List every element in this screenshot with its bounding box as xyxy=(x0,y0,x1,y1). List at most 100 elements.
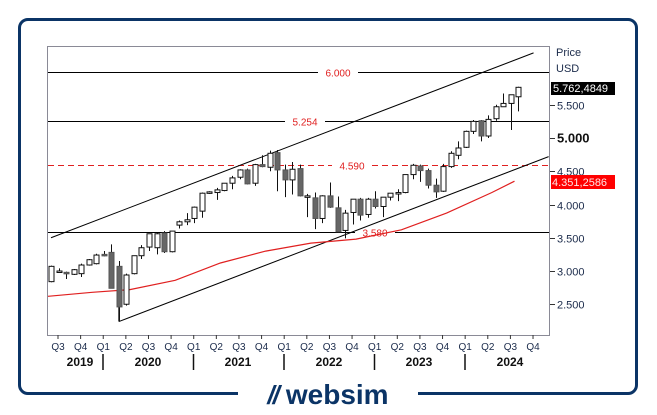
quarter-label: Q3 xyxy=(323,342,337,353)
candle-2020-11 xyxy=(169,230,176,253)
quarter-label: Q3 xyxy=(413,342,427,353)
candle-2021-02 xyxy=(191,206,198,224)
candle-2020-01 xyxy=(93,253,100,265)
candle-2023-06 xyxy=(402,174,409,194)
quarter-label: Q2 xyxy=(481,342,495,353)
candle-2024-08 xyxy=(508,94,515,131)
candle-2021-05 xyxy=(214,187,221,200)
candle-2022-02 xyxy=(282,164,289,198)
year-label: 2022 xyxy=(316,355,343,369)
year-label: 2023 xyxy=(406,355,433,369)
candle-2020-09 xyxy=(154,233,161,255)
quarter-label: Q4 xyxy=(526,342,540,353)
candle-2023-07 xyxy=(410,163,417,180)
candle-2021-10 xyxy=(252,163,259,186)
level-label: 5.254 xyxy=(292,118,317,129)
candle-2020-05 xyxy=(123,273,130,306)
candle-2023-01 xyxy=(365,197,372,218)
candle-2024-09 xyxy=(515,86,522,112)
candle-2019-07 xyxy=(48,265,55,283)
currency-label: USD xyxy=(556,63,579,75)
candle-2023-10 xyxy=(433,178,440,198)
x-axis: Q3 Q4 Q1 Q2 Q3 Q4 Q1 Q2 Q3 Q4 Q1 Q2 Q3 Q4 Q1 Q2 Q3 Q4 Q1 Q2… xyxy=(51,335,540,370)
candle-2022-12 xyxy=(357,197,364,221)
candle-2024-03 xyxy=(470,120,477,135)
candle-2019-10 xyxy=(71,269,78,275)
candle-2020-12 xyxy=(176,220,183,229)
channel-line-lower xyxy=(118,156,549,323)
candle-2020-08 xyxy=(146,233,153,252)
quarter-label: Q4 xyxy=(255,342,269,353)
candle-2020-06 xyxy=(131,255,138,275)
candle-2024-05 xyxy=(485,115,492,138)
candle-2024-02 xyxy=(463,130,470,148)
level-label: 3.580 xyxy=(362,229,387,240)
candle-2022-07 xyxy=(319,195,326,224)
quarter-label: Q3 xyxy=(504,342,518,353)
candle-2022-01 xyxy=(274,149,281,192)
candle-2019-09 xyxy=(63,271,70,279)
quarter-label: Q3 xyxy=(232,342,246,353)
candle-2024-04 xyxy=(478,120,485,142)
candle-2022-08 xyxy=(327,182,334,208)
candle-2019-11 xyxy=(78,263,85,277)
quarter-label: Q2 xyxy=(300,342,314,353)
quarter-label: Q4 xyxy=(436,342,450,353)
candle-2021-12 xyxy=(267,150,274,172)
plot-area xyxy=(47,46,550,336)
quarter-label: Q4 xyxy=(345,342,359,353)
quarter-label: Q1 xyxy=(458,342,472,353)
candle-2021-03 xyxy=(199,192,206,218)
last-price-badge: 5.762,4849 xyxy=(551,82,615,95)
candle-2023-08 xyxy=(417,164,424,182)
candle-2022-11 xyxy=(350,198,357,225)
candle-2021-06 xyxy=(221,182,228,192)
level-line-6-000: 6.000 xyxy=(48,69,549,80)
candle-2019-08 xyxy=(56,268,63,273)
candle-2023-05 xyxy=(395,189,402,202)
year-label: 2020 xyxy=(135,355,162,369)
level-line-4-590: 4.590 xyxy=(48,162,549,173)
candle-2020-10 xyxy=(161,231,168,254)
y-tick-label: 5.500 xyxy=(557,101,585,113)
svg-text:4.351,2586: 4.351,2586 xyxy=(552,177,607,189)
level-line-3-580: 3.580 xyxy=(48,229,549,240)
year-label: 2021 xyxy=(225,355,252,369)
level-label: 6.000 xyxy=(325,69,350,80)
candle-2020-02 xyxy=(101,251,108,257)
year-label: 2019 xyxy=(67,355,94,369)
quarter-label: Q4 xyxy=(164,342,178,353)
ma-value-badge: 4.351,2586 xyxy=(551,175,615,189)
candle-2021-04 xyxy=(206,191,213,194)
y-tick-label: 3.000 xyxy=(557,267,585,279)
quarter-label: Q1 xyxy=(368,342,382,353)
candlesticks xyxy=(48,86,522,322)
candle-2024-01 xyxy=(455,141,462,160)
y-tick-label: 3.500 xyxy=(557,234,585,246)
svg-text:5.762,4849: 5.762,4849 xyxy=(553,83,608,95)
candle-2021-07 xyxy=(229,175,236,190)
candle-2021-11 xyxy=(259,155,266,168)
candle-2021-08 xyxy=(237,169,244,180)
candle-2020-07 xyxy=(138,245,145,260)
candle-2022-10 xyxy=(342,209,349,239)
price-axis-title: Price xyxy=(556,47,581,59)
candle-2023-04 xyxy=(387,192,394,201)
quarter-label: Q1 xyxy=(97,342,111,353)
websim-logo: // websim xyxy=(238,378,418,412)
candle-2023-09 xyxy=(425,168,432,189)
quarter-label: Q1 xyxy=(187,342,201,353)
candle-2024-07 xyxy=(500,93,507,108)
candle-2022-06 xyxy=(312,192,319,230)
quarter-label: Q2 xyxy=(210,342,224,353)
quarter-label: Q2 xyxy=(119,342,133,353)
candle-2022-09 xyxy=(335,196,342,233)
y-tick-label: 2.500 xyxy=(557,300,585,312)
candle-2021-09 xyxy=(244,168,251,185)
websim-logo-mark-icon: // xyxy=(267,379,280,410)
candle-2020-04 xyxy=(116,261,123,322)
level-label: 4.590 xyxy=(339,162,364,173)
candle-2022-03 xyxy=(289,161,296,195)
